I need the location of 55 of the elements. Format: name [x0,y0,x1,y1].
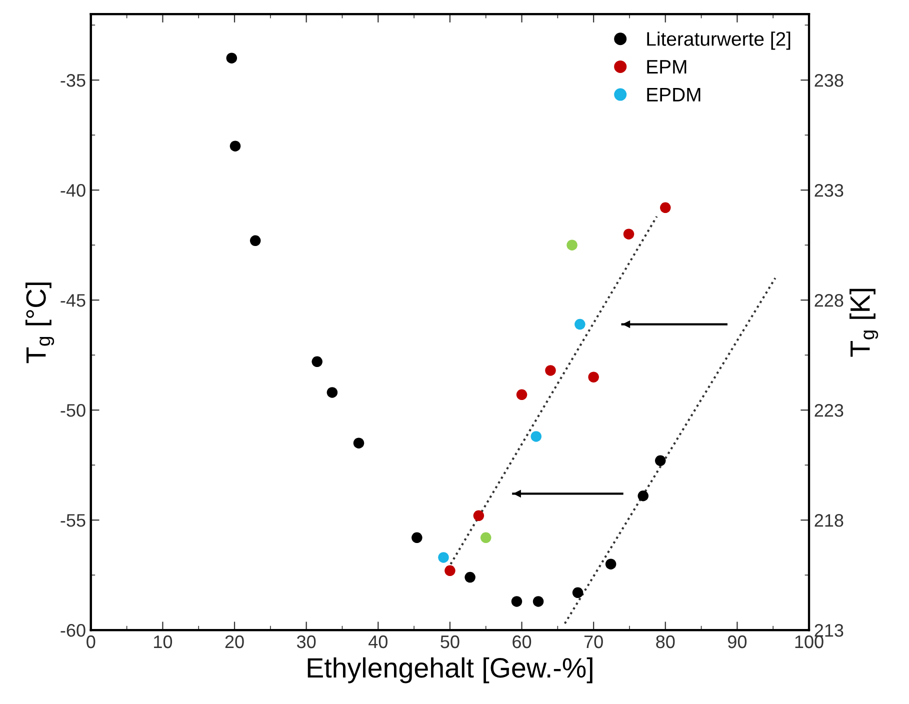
point [516,389,528,400]
y-tick-label: -35 [60,74,86,87]
y2-tick-label: 228 [814,294,844,307]
y2-tick-label: 218 [814,514,844,527]
point [588,372,599,382]
point [545,365,556,376]
point [230,140,241,152]
point [444,565,456,576]
legend-label: Literaturwerte [2] [647,32,790,50]
y2-tick-label: 213 [814,624,844,637]
y2-tick-label: 223 [814,404,844,417]
y-tick-label: -55 [60,514,86,527]
point [353,438,364,448]
x-tick-label: 30 [296,635,316,648]
y-axis-title: T$_{g}$ [°C] [26,282,54,364]
y-tick-label: -40 [60,184,86,197]
y2-tick-label: 238 [814,74,844,87]
point [464,572,476,583]
x-tick-label: 70 [584,635,603,648]
x-tick-label: 60 [512,635,532,648]
point [530,431,542,442]
point [623,228,634,240]
point [326,387,338,398]
point [572,587,584,598]
point [638,490,649,502]
y2-tick-label: 233 [814,184,844,197]
x-tick-label: 90 [728,635,747,648]
x-tick-label: 20 [225,635,244,648]
x-tick-label: 100 [795,635,824,648]
point [473,510,484,522]
legend-label: EPDM [647,88,700,102]
point [226,52,238,64]
point [566,240,578,250]
x-axis-title: Ethylengehalt [Gew.-%] [308,657,592,684]
x-tick-label: 40 [368,635,388,648]
y-tick-label: -45 [60,294,86,307]
point [574,318,586,330]
point [532,596,544,607]
y2-axis-title: T$_{g}$ [K] [850,288,878,357]
point [511,596,522,607]
point [605,558,616,570]
x-tick-label: 80 [656,635,675,648]
point [660,202,671,214]
point [250,235,261,246]
y-tick-label: -60 [60,624,86,637]
point [412,532,422,544]
x-tick-label: 0 [86,635,96,648]
x-tick-label: 50 [440,635,460,648]
point [480,532,492,544]
point [438,552,449,563]
point [654,455,666,466]
point [312,356,322,368]
y-tick-label: -50 [60,404,86,417]
x-tick-label: 10 [154,635,172,648]
legend-label: EPM [647,60,686,74]
